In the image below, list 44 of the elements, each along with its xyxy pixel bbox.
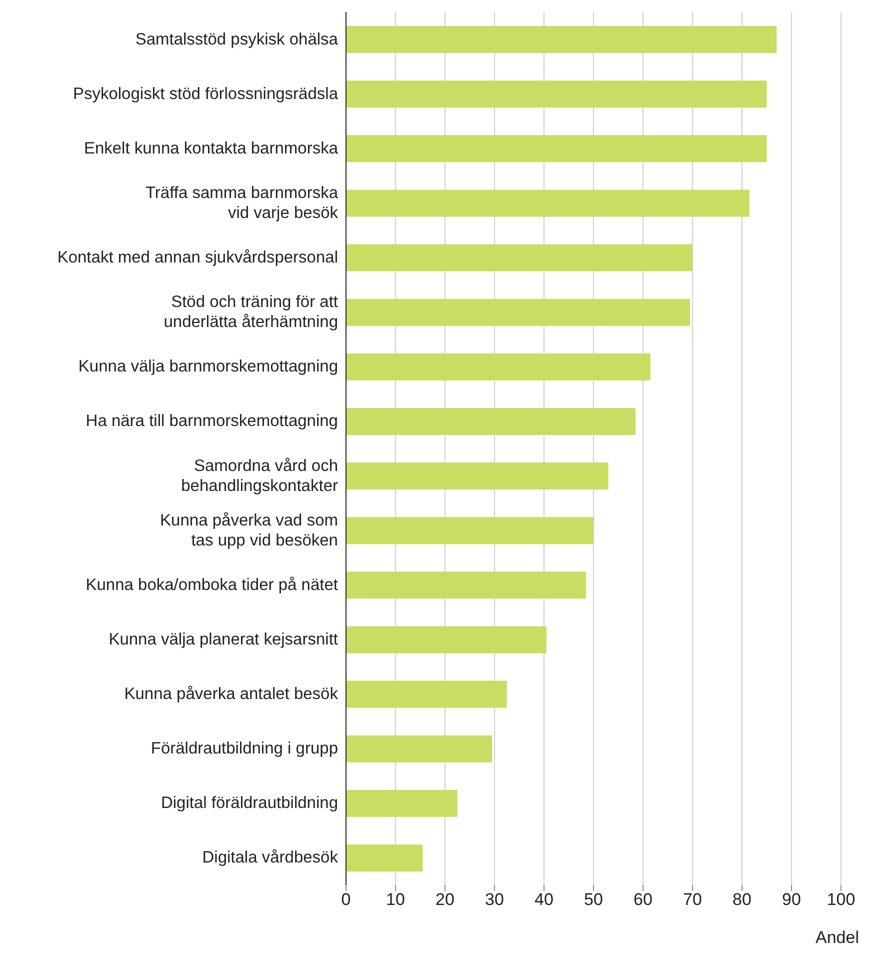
y-tick-label: Stöd och träning för att underlätta återhämtning <box>164 293 338 332</box>
bar <box>346 735 492 762</box>
x-tick-label: 20 <box>436 890 454 910</box>
y-tick-label: Enkelt kunna kontakta barnmorska <box>84 139 339 158</box>
x-axis-title: Andel <box>816 928 859 947</box>
x-tick-label: 50 <box>584 890 603 910</box>
bar <box>346 353 650 380</box>
bar <box>346 572 586 599</box>
y-tick-label: Digital föräldrautbildning <box>160 794 338 812</box>
y-tick-label: Psykologiskt stöd förlossningsrädsla <box>72 84 339 103</box>
bar <box>346 408 636 435</box>
y-tick-label: Kontakt med annan sjukvårdspersonal <box>57 248 338 267</box>
x-tick-label: 70 <box>683 890 702 910</box>
bar <box>346 80 767 108</box>
y-tick-label: Kunna påverka vad som tas upp vid besöken <box>160 511 338 550</box>
x-tick-label: 40 <box>534 890 554 910</box>
x-tick-label: 60 <box>634 890 652 910</box>
bar <box>346 244 692 272</box>
y-tick-label: Kunna påverka antalet besök <box>124 685 339 704</box>
bar <box>346 26 777 53</box>
y-tick-label: Samordna vård och behandlingskontakter <box>181 456 338 495</box>
bar <box>346 680 507 708</box>
y-tick-label: Kunna boka/omboka tider på nätet <box>86 576 338 594</box>
x-tick-label: 100 <box>826 890 856 910</box>
y-tick-label: Digitala vårdbesök <box>202 848 339 867</box>
y-tick-label: Ha nära till barnmorskemottagning <box>86 412 338 430</box>
bar <box>346 517 594 544</box>
bar <box>346 298 690 326</box>
y-tick-label: Föräldrautbildning i grupp <box>150 740 338 758</box>
y-tick-label: Kunna välja planerat kejsarsnitt <box>108 630 338 648</box>
bar <box>346 790 458 817</box>
x-tick-label: 80 <box>732 890 752 910</box>
x-tick-label: 30 <box>485 890 504 910</box>
y-tick-label: Samtalsstöd psykisk ohälsa <box>135 30 339 48</box>
bar <box>346 190 750 217</box>
bar <box>346 462 608 490</box>
x-tick-label: 0 <box>341 890 351 910</box>
bar <box>346 626 546 654</box>
x-tick-label: 90 <box>782 890 801 910</box>
y-tick-label: Kunna välja barnmorskemottagning <box>78 358 338 376</box>
bar <box>346 844 423 872</box>
bar <box>346 135 767 162</box>
x-tick-label: 10 <box>386 890 405 910</box>
y-tick-label: Träffa samma barnmorska vid varje besök <box>145 184 339 222</box>
